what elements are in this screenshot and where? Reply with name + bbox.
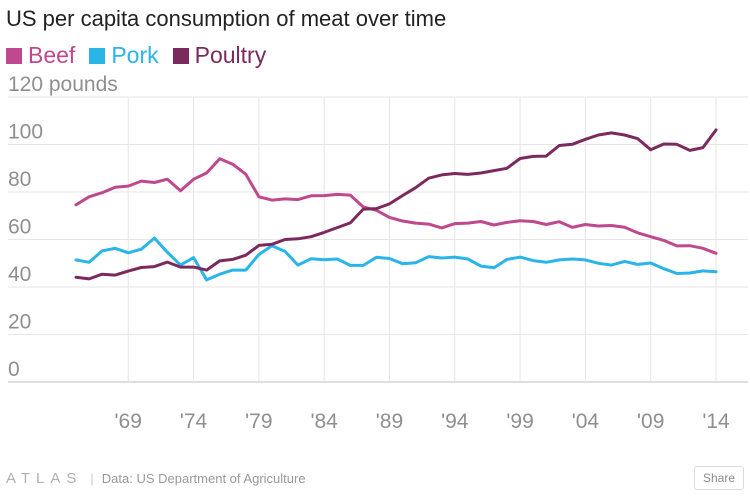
legend-item-pork: Pork — [89, 42, 159, 69]
y-tick-label: 0 — [8, 358, 20, 381]
footer-separator: | — [90, 471, 94, 486]
y-tick-label: 60 — [8, 216, 31, 239]
legend-label-poultry: Poultry — [194, 42, 267, 68]
legend-item-beef: Beef — [6, 42, 75, 69]
series-line-poultry — [74, 128, 718, 281]
series-line-beef — [74, 157, 718, 255]
chart-title: US per capita consumption of meat over t… — [6, 6, 447, 31]
x-axis: '69 '74 '79 '84 '89 '94 '99 '04 '09 '14 — [115, 410, 730, 433]
x-tick-label: '74 — [180, 410, 208, 433]
y-tick-label: 100 — [8, 121, 43, 144]
legend-item-poultry: Poultry — [172, 42, 267, 69]
share-button[interactable]: Share — [693, 466, 744, 490]
footer: ATLAS | Data: US Department of Agricultu… — [6, 470, 306, 487]
legend-label-beef: Beef — [28, 42, 76, 68]
x-tick-label: '84 — [310, 410, 338, 433]
brand-logo: ATLAS — [6, 470, 83, 487]
legend: Beef Pork Poultry — [6, 42, 266, 69]
x-tick-label: '89 — [376, 410, 403, 433]
x-tick-label: '69 — [115, 410, 142, 433]
line-chart: 0 20 40 60 80 100 120 pounds '69 '74 '79 '84 '89 '9… — [8, 73, 748, 433]
y-tick-label: 80 — [8, 168, 31, 191]
series-lines — [74, 128, 718, 282]
gridlines — [8, 96, 748, 383]
x-tick-label: '94 — [441, 410, 469, 433]
y-axis: 0 20 40 60 80 100 120 pounds — [8, 73, 118, 381]
series-line-pork — [74, 236, 718, 282]
x-tick-label: '99 — [506, 410, 533, 433]
legend-swatch-pork — [89, 47, 106, 64]
x-tick-label: '09 — [637, 410, 664, 433]
x-tick-label: '79 — [245, 410, 272, 433]
data-source: Data: US Department of Agriculture — [101, 471, 306, 486]
y-tick-label: 40 — [8, 263, 31, 286]
legend-swatch-beef — [6, 47, 22, 64]
legend-label-pork: Pork — [111, 42, 159, 68]
y-tick-label: 20 — [8, 311, 31, 334]
legend-swatch-poultry — [172, 47, 189, 64]
y-tick-label: 120 pounds — [8, 73, 118, 96]
x-tick-label: '04 — [572, 410, 600, 433]
x-tick-label: '14 — [702, 410, 730, 433]
